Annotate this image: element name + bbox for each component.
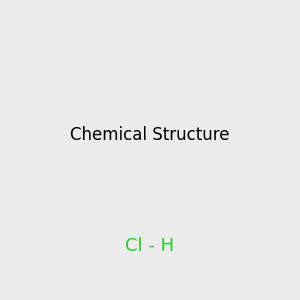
Text: Chemical Structure: Chemical Structure xyxy=(70,126,230,144)
Text: Cl - H: Cl - H xyxy=(125,237,175,255)
